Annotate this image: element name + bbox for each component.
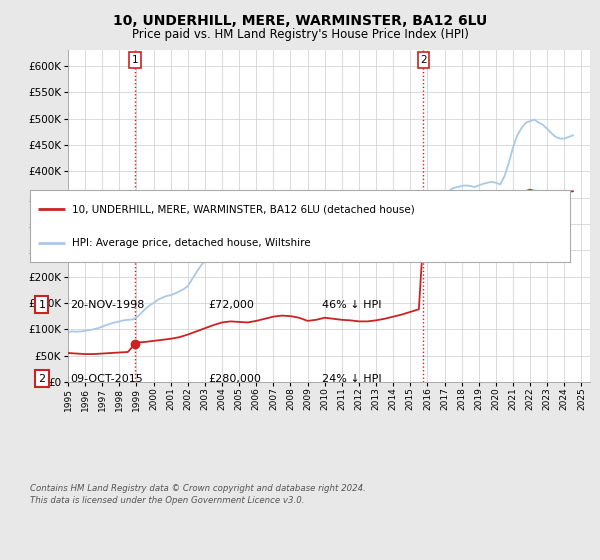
Text: 20-NOV-1998: 20-NOV-1998 (71, 300, 145, 310)
Text: 2: 2 (38, 374, 46, 384)
Text: £72,000: £72,000 (208, 300, 254, 310)
Text: Price paid vs. HM Land Registry's House Price Index (HPI): Price paid vs. HM Land Registry's House … (131, 28, 469, 41)
Text: 10, UNDERHILL, MERE, WARMINSTER, BA12 6LU (detached house): 10, UNDERHILL, MERE, WARMINSTER, BA12 6L… (72, 204, 415, 214)
Text: 10, UNDERHILL, MERE, WARMINSTER, BA12 6LU: 10, UNDERHILL, MERE, WARMINSTER, BA12 6L… (113, 14, 487, 28)
Text: 46% ↓ HPI: 46% ↓ HPI (322, 300, 381, 310)
Text: 2: 2 (420, 55, 427, 65)
Text: £280,000: £280,000 (208, 374, 261, 384)
Text: Contains HM Land Registry data © Crown copyright and database right 2024.
This d: Contains HM Land Registry data © Crown c… (30, 484, 366, 505)
Text: HPI: Average price, detached house, Wiltshire: HPI: Average price, detached house, Wilt… (72, 237, 311, 248)
Text: 1: 1 (38, 300, 46, 310)
Text: 09-OCT-2015: 09-OCT-2015 (71, 374, 143, 384)
Text: 24% ↓ HPI: 24% ↓ HPI (322, 374, 381, 384)
Text: 1: 1 (131, 55, 138, 65)
